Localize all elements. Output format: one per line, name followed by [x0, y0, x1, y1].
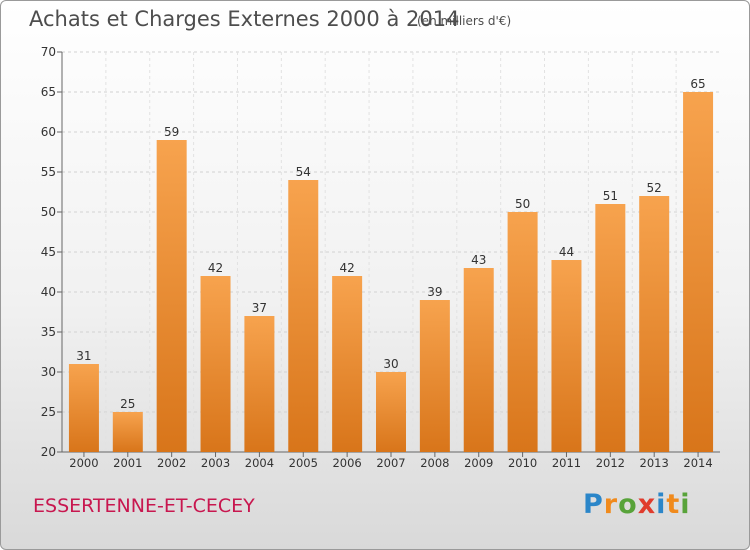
bar	[156, 140, 187, 452]
chart-title: Achats et Charges Externes 2000 à 2014	[29, 7, 460, 31]
logo-letter: i	[656, 489, 667, 520]
bar-value-label: 54	[296, 165, 311, 179]
proxiti-logo: Proxiti	[583, 489, 691, 520]
bar-value-label: 25	[120, 397, 135, 411]
bar	[112, 412, 143, 452]
bar	[551, 260, 582, 452]
bars	[68, 92, 714, 452]
bar-value-label: 52	[647, 181, 662, 195]
bar-value-label: 37	[252, 301, 267, 315]
bar	[639, 196, 670, 452]
bar-value-label: 44	[559, 245, 574, 259]
bar-value-label: 43	[471, 253, 486, 267]
bar	[419, 300, 450, 452]
y-tick-label: 55	[41, 165, 56, 179]
logo-letter: x	[637, 489, 657, 520]
y-tick-label: 60	[41, 125, 56, 139]
x-tick-label: 2009	[464, 456, 493, 470]
x-tick-label: 2014	[683, 456, 712, 470]
bar	[595, 204, 626, 452]
bar-value-label: 51	[603, 189, 618, 203]
bar-value-label: 31	[76, 349, 91, 363]
y-tick-label: 65	[41, 85, 56, 99]
x-tick-label: 2008	[420, 456, 449, 470]
x-tick-label: 2011	[552, 456, 581, 470]
x-tick-label: 2000	[69, 456, 98, 470]
bar-value-label: 59	[164, 125, 179, 139]
bar-value-label: 50	[515, 197, 530, 211]
logo-letter: r	[603, 489, 619, 520]
bar	[332, 276, 363, 452]
bar-value-label: 42	[208, 261, 223, 275]
x-tick-label: 2010	[508, 456, 537, 470]
logo-letter: P	[583, 489, 604, 520]
logo-letter: o	[618, 489, 638, 520]
x-tick-label: 2006	[332, 456, 361, 470]
commune-name: ESSERTENNE-ET-CECEY	[33, 495, 255, 517]
bar	[68, 364, 99, 452]
y-tick-label: 50	[41, 205, 56, 219]
x-tick-label: 2003	[201, 456, 230, 470]
y-tick-label: 40	[41, 285, 56, 299]
y-tick-label: 45	[41, 245, 56, 259]
logo-letter: t	[666, 489, 681, 520]
x-tick-label: 2005	[289, 456, 318, 470]
bar-value-label: 30	[383, 357, 398, 371]
labels: 20 25 30 35 40 45 50 55 60 65 70 31 2000 25 2001 59 2002…	[41, 45, 713, 470]
x-tick-label: 2002	[157, 456, 186, 470]
chart-subtitle: (en milliers d'€)	[417, 14, 512, 28]
y-tick-label: 20	[41, 445, 56, 459]
bar	[683, 92, 714, 452]
bar	[507, 212, 538, 452]
x-tick-label: 2012	[596, 456, 625, 470]
y-tick-label: 35	[41, 325, 56, 339]
bar-value-label: 65	[690, 77, 705, 91]
x-tick-label: 2004	[245, 456, 274, 470]
bar	[376, 372, 406, 452]
x-tick-label: 2001	[113, 456, 142, 470]
y-tick-label: 30	[41, 365, 56, 379]
bar-value-label: 42	[339, 261, 354, 275]
y-tick-label: 70	[41, 45, 56, 59]
bar	[463, 268, 494, 452]
bar	[200, 276, 231, 452]
bar-value-label: 39	[427, 285, 442, 299]
bar	[244, 316, 275, 452]
x-tick-label: 2007	[376, 456, 405, 470]
logo-letter: i	[680, 489, 691, 520]
x-tick-label: 2013	[640, 456, 669, 470]
y-tick-label: 25	[41, 405, 56, 419]
bar	[288, 180, 319, 452]
